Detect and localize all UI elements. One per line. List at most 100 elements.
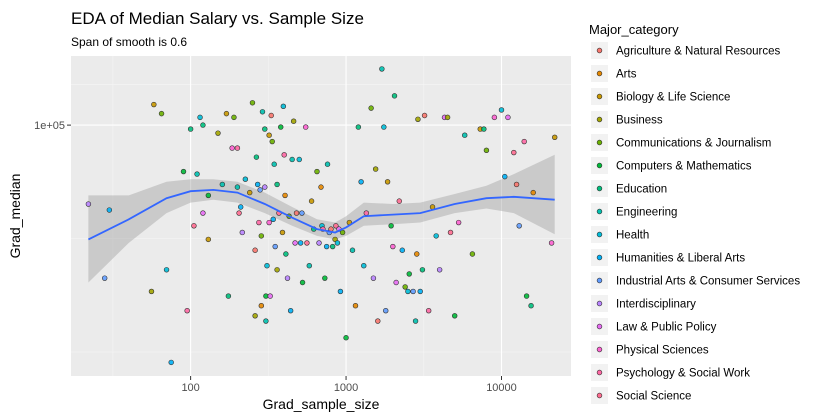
data-point: [352, 303, 359, 309]
legend-label: Health: [616, 230, 649, 242]
data-point: [513, 181, 520, 188]
legend-swatch: [596, 369, 603, 376]
data-point: [452, 313, 458, 319]
data-point: [316, 240, 322, 246]
data-point: [257, 187, 263, 193]
data-point: [200, 210, 206, 216]
data-point: [370, 275, 377, 281]
data-point: [247, 189, 253, 196]
data-point: [304, 240, 310, 246]
data-point: [498, 107, 505, 113]
data-point: [268, 112, 274, 119]
data-point: [215, 130, 221, 136]
data-point: [491, 114, 498, 121]
data-point: [355, 124, 362, 130]
data-point: [262, 126, 268, 132]
data-point: [101, 275, 108, 281]
data-point: [502, 173, 508, 180]
data-point: [258, 303, 265, 309]
data-point: [148, 288, 155, 295]
data-point: [379, 66, 385, 72]
data-point: [390, 243, 396, 250]
legend-label: Arts: [616, 69, 637, 81]
legend-title: Major_category: [589, 22, 679, 37]
data-point: [184, 307, 190, 314]
legend-label: Education: [616, 184, 667, 196]
data-point: [256, 219, 262, 226]
data-point: [274, 181, 280, 188]
grid-minor: [71, 56, 571, 376]
legend-swatch: [596, 392, 603, 399]
data-point: [187, 126, 194, 132]
data-point: [417, 288, 423, 295]
smooth-ribbon: [88, 154, 555, 283]
data-point: [505, 114, 511, 121]
data-point: [272, 243, 278, 250]
data-point: [322, 275, 328, 281]
data-point: [421, 112, 428, 119]
legend-swatch: [596, 277, 603, 284]
data-point: [278, 124, 284, 130]
data-point: [419, 267, 426, 273]
data-point: [384, 179, 391, 185]
data-point: [229, 145, 235, 151]
data-point: [253, 154, 260, 160]
data-point: [358, 179, 364, 185]
smooth-ribbon-layer: [88, 154, 555, 283]
data-point: [282, 192, 288, 199]
data-point: [290, 118, 297, 124]
legend-swatch: [596, 185, 603, 192]
data-point: [180, 168, 187, 175]
data-point: [168, 359, 174, 366]
x-tick-label: 10000: [486, 382, 517, 394]
data-point: [415, 116, 421, 122]
smooth-line-layer: [87, 188, 555, 241]
data-point: [333, 223, 339, 229]
data-point: [306, 263, 312, 269]
data-point: [223, 110, 230, 117]
data-point: [372, 166, 379, 172]
data-point: [375, 318, 381, 324]
data-point: [252, 313, 258, 319]
legend-label: Biology & Life Science: [616, 92, 730, 104]
data-point: [271, 161, 277, 167]
data-point: [258, 233, 265, 239]
data-point: [462, 132, 468, 138]
data-point: [469, 251, 476, 257]
data-point: [200, 122, 206, 128]
data-point: [225, 293, 232, 299]
data-point: [393, 279, 399, 286]
data-point: [266, 132, 272, 138]
data-point: [283, 251, 289, 257]
legend-swatch: [596, 346, 603, 353]
legend-swatch: [596, 208, 603, 215]
data-point: [528, 303, 534, 309]
legend-label: Computers & Mathematics: [616, 161, 752, 173]
data-point: [219, 181, 226, 188]
data-point: [406, 271, 412, 277]
data-point: [323, 243, 330, 250]
data-point: [194, 171, 200, 177]
data-point: [252, 247, 258, 253]
data-point: [151, 101, 157, 108]
legend-label: Engineering: [616, 207, 677, 219]
data-point: [191, 223, 197, 229]
data-point: [368, 105, 374, 111]
legend-label: Physical Sciences: [616, 345, 709, 357]
data-point: [412, 318, 419, 324]
data-point: [511, 149, 517, 156]
data-point: [324, 161, 331, 167]
legend-swatch: [596, 323, 603, 330]
chart-title: EDA of Median Salary vs. Sample Size: [71, 9, 364, 28]
smooth-line: [87, 188, 555, 241]
data-point: [363, 210, 370, 216]
data-point: [263, 318, 269, 324]
data-point: [259, 109, 266, 115]
data-point: [436, 267, 443, 273]
legend-label: Industrial Arts & Consumer Services: [616, 276, 800, 288]
data-point: [234, 145, 241, 151]
data-point: [414, 251, 420, 257]
data-point: [106, 207, 113, 213]
legend: Major_category Agriculture & Natural Res…: [589, 22, 800, 404]
legend-label: Social Science: [616, 391, 691, 403]
